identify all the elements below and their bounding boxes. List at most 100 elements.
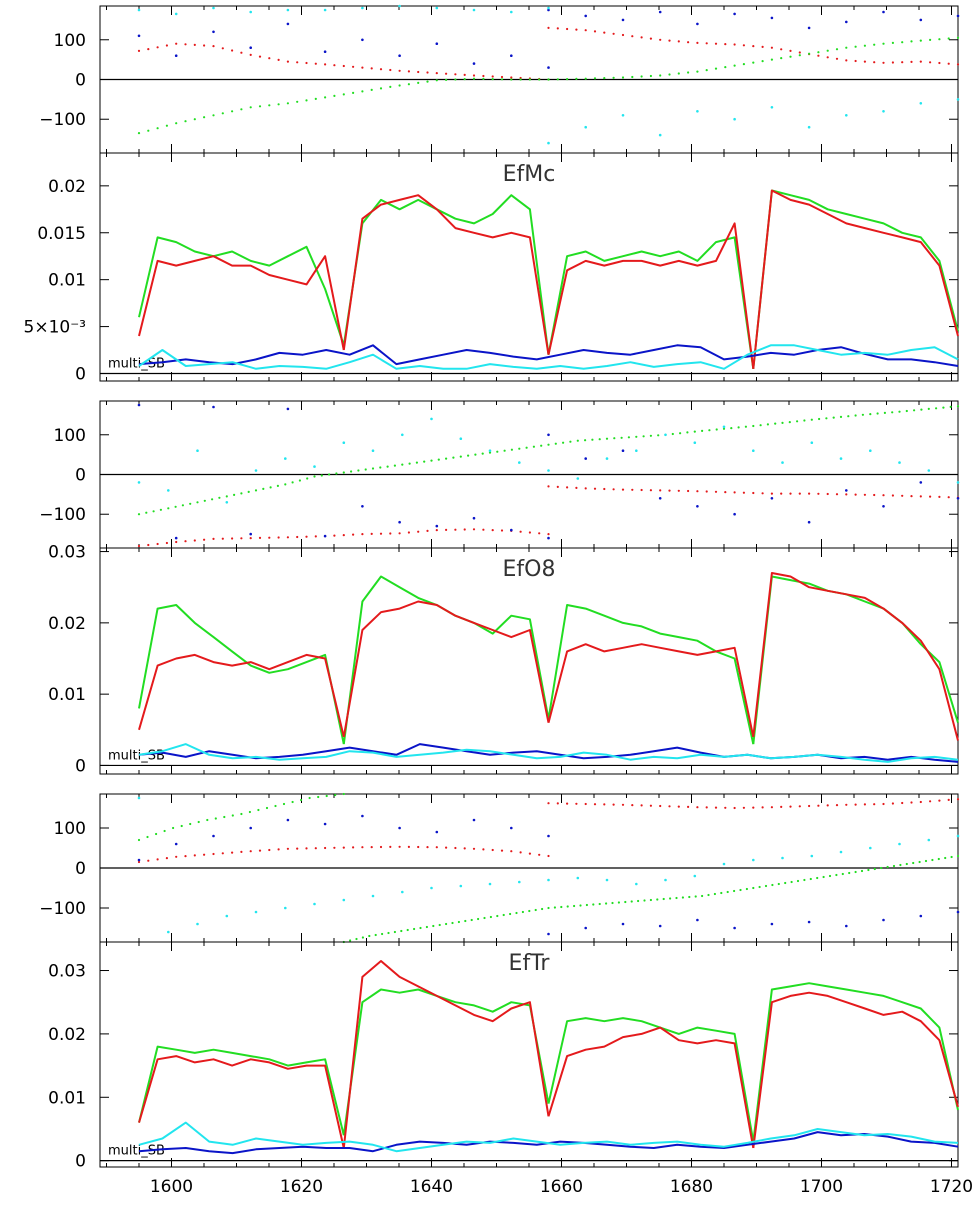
blue-data-point (174, 54, 178, 57)
cyan-data-point (839, 850, 843, 854)
green-data-point (233, 493, 236, 496)
panel-title: EfTr (509, 951, 551, 976)
blue-data-point (770, 922, 774, 926)
red-data-point (175, 42, 178, 45)
green-data-point (677, 72, 680, 75)
green-data-point (924, 859, 928, 863)
red-data-point (752, 491, 755, 495)
red-data-point (389, 68, 392, 72)
red-data-point (426, 71, 429, 74)
y-tick-label: 0 (75, 859, 86, 879)
green-data-point (417, 81, 420, 84)
red-data-point (575, 486, 578, 489)
green-data-point (777, 882, 780, 886)
green-data-point (180, 824, 183, 828)
green-data-point (156, 127, 159, 130)
green-data-point (189, 502, 192, 505)
green-data-point (591, 438, 594, 441)
red-data-point (612, 488, 615, 491)
red-series-line (138, 255, 345, 351)
green-data-point (314, 97, 317, 100)
red-series-line (547, 643, 755, 738)
red-data-point (566, 486, 569, 489)
red-data-point (919, 495, 922, 498)
green-data-point (163, 829, 166, 833)
green-data-point (379, 466, 382, 469)
cyan-data-point (919, 102, 923, 105)
red-data-point (277, 536, 280, 539)
green-data-point (576, 439, 579, 442)
red-data-point (445, 72, 448, 75)
green-data-point (656, 898, 659, 901)
red-data-point (566, 27, 569, 31)
green-data-point (393, 464, 396, 467)
green-data-point (401, 463, 404, 466)
blue-series-line (138, 344, 959, 367)
x-tick-label: 1600 (150, 1177, 193, 1197)
green-data-point (828, 874, 832, 878)
green-data-point (781, 421, 784, 424)
red-data-point (547, 485, 550, 488)
green-data-point (189, 822, 192, 826)
red-data-point (649, 37, 653, 40)
red-data-point (231, 49, 234, 52)
red-data-point (324, 846, 327, 850)
red-data-point (212, 852, 215, 856)
green-data-point (556, 78, 559, 81)
green-data-point (744, 425, 748, 428)
x-tick-label: 1700 (800, 1177, 843, 1197)
red-data-point (212, 45, 215, 48)
red-data-point (240, 537, 243, 540)
green-data-point (554, 442, 557, 445)
green-data-point (761, 60, 764, 63)
green-data-point (624, 900, 627, 904)
red-data-point (286, 60, 289, 63)
y-tick-label: −100 (39, 110, 86, 130)
red-series-line (752, 991, 959, 1149)
blue-data-point (733, 12, 736, 16)
red-data-point (286, 847, 289, 850)
red-series-line (342, 960, 550, 1149)
y-tick-label: 0.01 (48, 1088, 86, 1108)
y-tick-label: 0 (75, 756, 86, 776)
green-data-point (720, 891, 723, 895)
green-data-point (659, 74, 662, 77)
cyan-data-point (956, 481, 960, 484)
blue-data-point (845, 489, 848, 492)
red-data-point (640, 36, 643, 39)
blue-data-point (882, 10, 885, 14)
red-data-point (137, 860, 141, 864)
red-data-point (817, 492, 820, 495)
red-data-point (454, 528, 457, 531)
green-data-point (671, 432, 674, 436)
cyan-data-point (882, 110, 885, 113)
green-data-point (707, 893, 710, 897)
red-data-point (379, 68, 383, 71)
blue-data-point (547, 433, 550, 437)
green-data-point (944, 856, 947, 860)
red-data-point (249, 53, 252, 57)
red-series-line (547, 1026, 755, 1149)
cyan-data-point (635, 882, 638, 886)
red-series-line (138, 653, 345, 738)
green-data-point (196, 501, 199, 504)
green-data-point (364, 468, 367, 471)
cyan-data-point (225, 501, 229, 504)
red-data-point (798, 492, 801, 495)
green-data-point (847, 415, 850, 418)
red-data-point (714, 490, 718, 493)
green-data-point (413, 927, 416, 931)
red-series-line (342, 600, 550, 738)
red-data-point (482, 848, 485, 851)
red-data-point (882, 61, 885, 64)
green-data-point (532, 445, 536, 448)
x-tick-label: 1680 (670, 1177, 713, 1197)
green-data-point (809, 877, 812, 881)
red-data-point (863, 60, 867, 63)
green-data-point (798, 54, 801, 57)
red-data-point (929, 61, 932, 64)
red-data-point (705, 490, 708, 493)
green-data-point (547, 443, 550, 446)
y-tick-label: 100 (54, 31, 86, 51)
green-data-point (722, 427, 726, 430)
